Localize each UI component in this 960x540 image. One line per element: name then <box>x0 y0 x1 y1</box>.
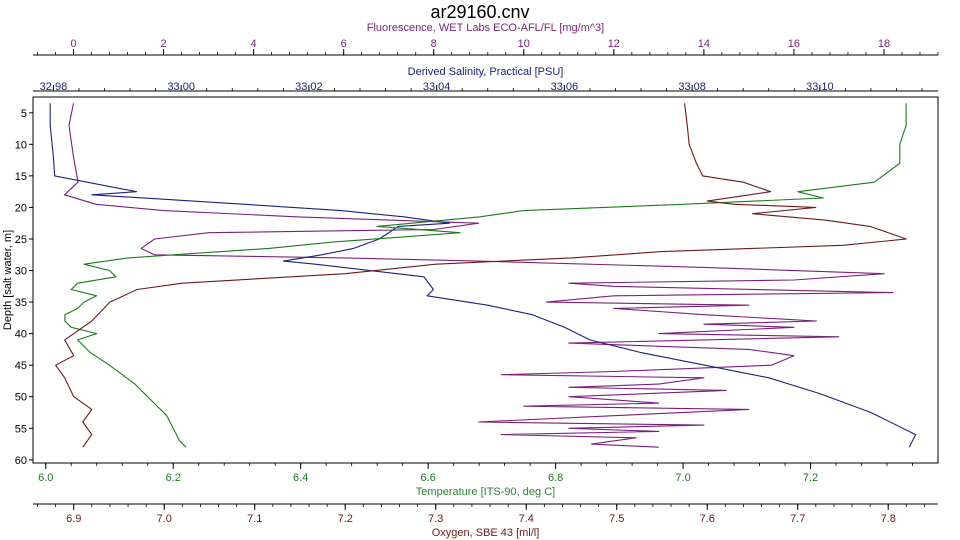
salinity-tick-label: 33,10 <box>806 81 834 93</box>
fluorescence-tick-label: 14 <box>698 38 710 50</box>
salinity-tick-label: 33,00 <box>167 81 195 93</box>
y-tick-label: 15 <box>15 171 27 183</box>
temperature-tick-label: 6.0 <box>38 472 53 484</box>
oxygen-tick-label: 7.6 <box>700 513 715 525</box>
series-layer <box>49 103 917 448</box>
fluorescence-tick-label: 10 <box>518 38 530 50</box>
fluorescence-tick-label: 18 <box>878 38 890 50</box>
salinity-axis-label: Derived Salinity, Practical [PSU] <box>408 66 564 78</box>
temperature-axis-label: Temperature [ITS-90, deg C] <box>416 486 555 498</box>
salinity-tick-label: 33,02 <box>295 81 323 93</box>
oxygen-tick-label: 7.3 <box>428 513 443 525</box>
temperature-tick-label: 6.4 <box>293 472 308 484</box>
y-tick-label: 30 <box>15 266 27 278</box>
y-tick-label: 5 <box>21 108 27 120</box>
fluorescence-tick-label: 2 <box>161 38 167 50</box>
temperature-tick-label: 6.8 <box>548 472 563 484</box>
temperature-tick-label: 6.6 <box>420 472 435 484</box>
fluorescence-tick-label: 12 <box>608 38 620 50</box>
y-tick-label: 40 <box>15 329 27 341</box>
y-tick-label: 60 <box>15 455 27 467</box>
oxygen-tick-label: 7.2 <box>338 513 353 525</box>
fluorescence-tick-label: 16 <box>788 38 800 50</box>
oxygen-tick-label: 7.1 <box>247 513 262 525</box>
fluorescence-axis-label: Fluorescence, WET Labs ECO-AFL/FL [mg/m^… <box>367 22 604 34</box>
chart-title: ar29160.cnv <box>430 2 529 22</box>
fluorescence-tick-label: 6 <box>341 38 347 50</box>
temperature-tick-label: 7.2 <box>803 472 818 484</box>
oxygen-tick-label: 7.7 <box>790 513 805 525</box>
plot-area <box>32 96 939 464</box>
y-tick-label: 50 <box>15 392 27 404</box>
y-tick-label: 10 <box>15 139 27 151</box>
y-tick-label: 35 <box>15 297 27 309</box>
oxygen-tick-label: 7.5 <box>609 513 624 525</box>
salinity-tick-label: 33,08 <box>678 81 706 93</box>
oxygen-tick-label: 6.9 <box>66 513 81 525</box>
y-tick-label: 20 <box>15 202 27 214</box>
temperature-tick-label: 7.0 <box>675 472 690 484</box>
salinity-tick-label: 32,98 <box>40 81 68 93</box>
oxygen-profile-line <box>55 103 907 448</box>
temperature-profile-line <box>64 103 907 448</box>
oxygen-tick-label: 7.4 <box>519 513 534 525</box>
fluorescence-profile-line <box>63 103 894 448</box>
salinity-profile-line <box>49 103 917 448</box>
salinity-tick-label: 33,04 <box>423 81 451 93</box>
fluorescence-tick-label: 8 <box>431 38 437 50</box>
y-tick-label: 55 <box>15 423 27 435</box>
temperature-tick-label: 6.2 <box>166 472 181 484</box>
fluorescence-tick-label: 0 <box>70 38 76 50</box>
oxygen-axis-label: Oxygen, SBE 43 [ml/l] <box>432 527 540 539</box>
y-axis-label: Depth [salt water, m] <box>2 230 14 330</box>
salinity-tick-label: 33,06 <box>551 81 579 93</box>
oxygen-tick-label: 7.8 <box>881 513 896 525</box>
y-tick-label: 25 <box>15 234 27 246</box>
fluorescence-tick-label: 4 <box>251 38 257 50</box>
y-tick-label: 45 <box>15 360 27 372</box>
oxygen-tick-label: 7.0 <box>157 513 172 525</box>
